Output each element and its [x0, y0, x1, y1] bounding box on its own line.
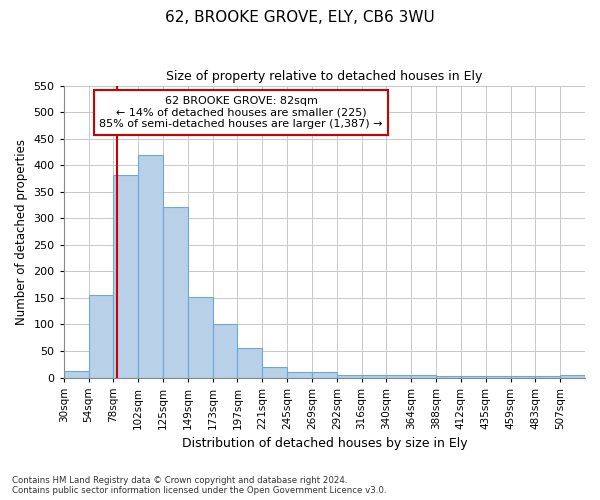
Bar — [511, 376, 535, 378]
Bar — [212, 324, 238, 378]
Bar — [362, 376, 386, 378]
Bar — [238, 348, 262, 378]
Y-axis label: Number of detached properties: Number of detached properties — [15, 138, 28, 324]
Bar — [262, 367, 287, 378]
Bar — [138, 154, 163, 378]
Bar — [64, 370, 89, 378]
Bar — [337, 376, 362, 378]
Bar — [436, 376, 461, 378]
Bar — [89, 295, 113, 378]
Bar — [486, 376, 511, 378]
Text: Contains HM Land Registry data © Crown copyright and database right 2024.
Contai: Contains HM Land Registry data © Crown c… — [12, 476, 386, 495]
Text: 62, BROOKE GROVE, ELY, CB6 3WU: 62, BROOKE GROVE, ELY, CB6 3WU — [165, 10, 435, 25]
Bar — [535, 376, 560, 378]
Bar — [287, 372, 312, 378]
Bar — [386, 376, 411, 378]
Bar — [188, 297, 212, 378]
Title: Size of property relative to detached houses in Ely: Size of property relative to detached ho… — [166, 70, 482, 83]
Bar — [113, 174, 138, 378]
Bar — [312, 372, 337, 378]
Bar — [560, 376, 585, 378]
Bar — [461, 376, 486, 378]
X-axis label: Distribution of detached houses by size in Ely: Distribution of detached houses by size … — [182, 437, 467, 450]
Text: 62 BROOKE GROVE: 82sqm
← 14% of detached houses are smaller (225)
85% of semi-de: 62 BROOKE GROVE: 82sqm ← 14% of detached… — [99, 96, 383, 129]
Bar — [163, 206, 188, 378]
Bar — [411, 376, 436, 378]
